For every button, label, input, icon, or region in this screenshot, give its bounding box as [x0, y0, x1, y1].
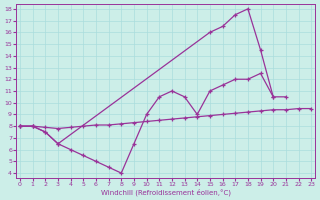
X-axis label: Windchill (Refroidissement éolien,°C): Windchill (Refroidissement éolien,°C)	[100, 188, 231, 196]
